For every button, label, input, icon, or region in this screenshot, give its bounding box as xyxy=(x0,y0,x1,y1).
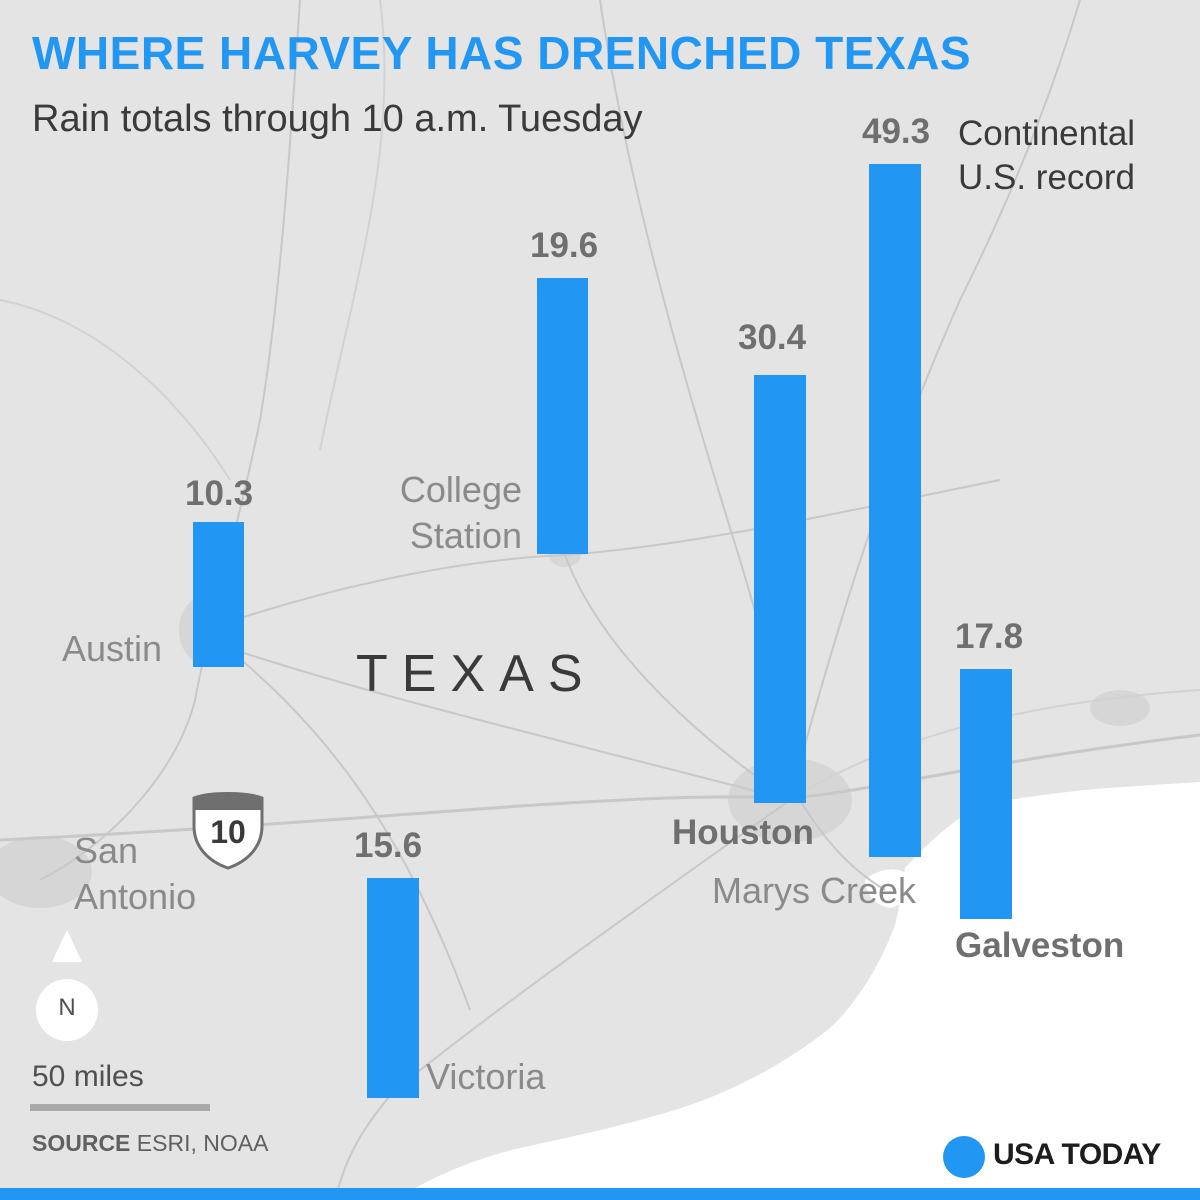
value-label-marys-creek: 49.3 xyxy=(862,112,931,151)
brand-dot xyxy=(943,1136,985,1178)
value-label-houston: 30.4 xyxy=(738,318,807,357)
record-annotation-line2: U.S. record xyxy=(958,158,1135,197)
source-credit: SOURCE ESRI, NOAA xyxy=(32,1130,268,1157)
river-1 xyxy=(319,0,386,451)
city-label-college-station-line1: College xyxy=(399,469,522,510)
page-title: WHERE HARVEY HAS DRENCHED TEXAS xyxy=(32,27,972,79)
hwy-21 xyxy=(204,479,1001,631)
state-label-texas: TEXAS xyxy=(356,645,597,703)
city-label-victoria: Victoria xyxy=(426,1056,546,1097)
value-label-galveston: 17.8 xyxy=(955,617,1024,656)
compass-north-label: N xyxy=(58,994,76,1021)
rain-bar-victoria xyxy=(367,878,419,1098)
bottom-accent-rule xyxy=(0,1188,1200,1200)
us-59-north xyxy=(789,0,1081,801)
rain-bar-austin xyxy=(193,522,244,667)
city-label-marys-creek: Marys Creek xyxy=(712,870,917,911)
rain-bar-marys-creek xyxy=(869,164,921,857)
interstate-45 xyxy=(599,0,886,891)
value-label-austin: 10.3 xyxy=(185,474,254,513)
record-annotation-line1: Continental xyxy=(958,114,1136,153)
galveston-bay xyxy=(865,869,910,908)
city-label-san-antonio-line2: Antonio xyxy=(74,876,197,917)
compass: N xyxy=(30,930,100,1045)
us-59-south xyxy=(334,799,791,1200)
city-label-austin: Austin xyxy=(62,628,163,669)
river-2 xyxy=(0,299,231,481)
interstate-shield-icon xyxy=(192,792,264,870)
source-label: SOURCE xyxy=(32,1130,131,1156)
city-label-college-station-line2: Station xyxy=(409,515,522,556)
city-label-college-station: College Station xyxy=(400,467,522,559)
rain-bar-college-station xyxy=(537,278,588,554)
scale-bar xyxy=(30,1104,210,1111)
city-label-galveston: Galveston xyxy=(955,926,1125,965)
rain-bar-galveston xyxy=(960,669,1012,919)
source-text: ESRI, NOAA xyxy=(136,1130,269,1156)
city-label-san-antonio: San Antonio xyxy=(74,828,196,920)
value-label-college-station: 19.6 xyxy=(530,226,599,265)
north-arrow-icon xyxy=(36,930,98,1041)
page-subtitle: Rain totals through 10 a.m. Tuesday xyxy=(32,98,643,140)
city-label-san-antonio-line1: San xyxy=(74,830,139,871)
san-antonio-metro xyxy=(0,836,92,908)
value-label-victoria: 15.6 xyxy=(354,826,423,865)
brand-wordmark: USA TODAY xyxy=(993,1138,1161,1171)
hwy-71 xyxy=(204,629,471,1011)
rain-bar-houston xyxy=(754,375,806,803)
record-annotation: Continental U.S. record xyxy=(958,112,1135,200)
interstate-10-number: 10 xyxy=(210,814,246,850)
us-290 xyxy=(204,639,791,801)
city-label-houston: Houston xyxy=(672,813,814,852)
scale-label: 50 miles xyxy=(32,1060,144,1093)
interstate-10-shield: 10 xyxy=(190,790,266,870)
